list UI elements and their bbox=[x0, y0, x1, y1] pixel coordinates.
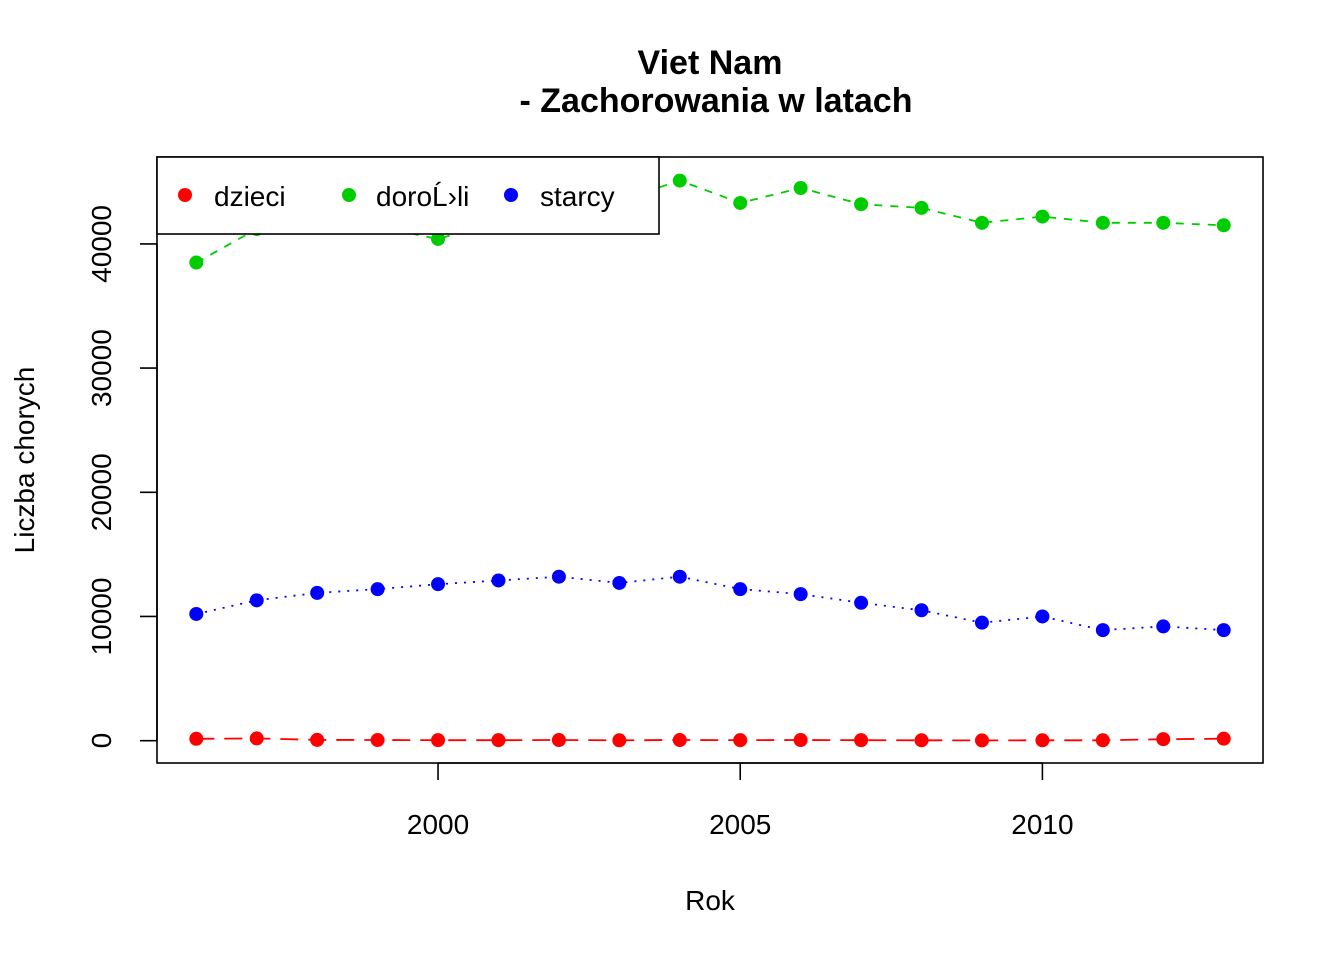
legend-item: starcy bbox=[504, 181, 615, 212]
legend-label: dzieci bbox=[214, 181, 286, 212]
data-point bbox=[672, 569, 687, 584]
data-point bbox=[1095, 215, 1110, 230]
data-point bbox=[310, 585, 325, 600]
y-tick-label: 40000 bbox=[86, 205, 117, 283]
data-point bbox=[1216, 623, 1231, 638]
plot-area-frame bbox=[156, 156, 1264, 764]
x-tick-label: 2005 bbox=[709, 809, 771, 840]
data-point bbox=[1095, 733, 1110, 748]
series-line bbox=[196, 575, 1224, 632]
data-point bbox=[1035, 609, 1050, 624]
legend-label: starcy bbox=[540, 181, 615, 212]
data-point bbox=[612, 733, 627, 748]
data-point bbox=[370, 582, 385, 597]
data-point bbox=[1216, 731, 1231, 746]
data-point bbox=[189, 606, 204, 621]
y-axis-label: Liczba chorych bbox=[9, 367, 40, 554]
series-1 bbox=[189, 731, 1231, 748]
data-point bbox=[974, 215, 989, 230]
y-tick-label: 0 bbox=[86, 733, 117, 749]
data-point bbox=[1156, 619, 1171, 634]
chart-subtitle: - Zachorowania w latach bbox=[520, 82, 913, 120]
data-point bbox=[431, 231, 446, 246]
data-point bbox=[1156, 732, 1171, 747]
data-point bbox=[249, 731, 264, 746]
data-point bbox=[431, 733, 446, 748]
data-point bbox=[189, 731, 204, 746]
data-point bbox=[974, 733, 989, 748]
legend-marker bbox=[504, 188, 518, 202]
data-point bbox=[491, 733, 506, 748]
y-tick-label: 30000 bbox=[86, 329, 117, 407]
data-point bbox=[310, 732, 325, 747]
data-point bbox=[1035, 733, 1050, 748]
data-point bbox=[189, 255, 204, 270]
y-tick-label: 20000 bbox=[86, 453, 117, 531]
legend-item: dzieci bbox=[178, 181, 286, 212]
legend-label: doroĹ›li bbox=[376, 181, 469, 212]
series-3 bbox=[189, 569, 1231, 638]
data-point bbox=[914, 200, 929, 215]
data-point bbox=[854, 733, 869, 748]
x-tick-label: 2010 bbox=[1011, 809, 1073, 840]
data-point bbox=[974, 615, 989, 630]
data-point bbox=[431, 577, 446, 592]
data-point bbox=[914, 733, 929, 748]
data-point bbox=[733, 195, 748, 210]
legend: dzieci doroĹ›li starcy bbox=[156, 156, 660, 235]
data-point bbox=[370, 733, 385, 748]
series-layer bbox=[189, 173, 1231, 748]
data-point bbox=[672, 733, 687, 748]
x-tick-label: 2000 bbox=[407, 809, 469, 840]
data-point bbox=[672, 173, 687, 188]
data-point bbox=[733, 733, 748, 748]
data-point bbox=[854, 197, 869, 212]
x-axis-label: Rok bbox=[685, 885, 736, 916]
x-axis: 2000 2005 2010 bbox=[407, 762, 1074, 840]
data-point bbox=[551, 733, 566, 748]
data-point bbox=[1216, 218, 1231, 233]
legend-marker bbox=[342, 188, 356, 202]
data-point bbox=[1095, 623, 1110, 638]
data-point bbox=[793, 733, 808, 748]
data-point bbox=[854, 595, 869, 610]
data-point bbox=[551, 569, 566, 584]
data-point bbox=[793, 181, 808, 196]
legend-box bbox=[156, 156, 660, 235]
data-point bbox=[612, 575, 627, 590]
data-point bbox=[1156, 215, 1171, 230]
data-point bbox=[733, 582, 748, 597]
data-point bbox=[793, 587, 808, 602]
y-tick-label: 10000 bbox=[86, 578, 117, 656]
data-point bbox=[491, 573, 506, 588]
data-point bbox=[249, 593, 264, 608]
series-line bbox=[196, 737, 1224, 742]
legend-item: doroĹ›li bbox=[342, 181, 469, 212]
data-point bbox=[914, 603, 929, 618]
y-axis: 0 10000 20000 30000 40000 bbox=[86, 205, 158, 749]
data-point bbox=[1035, 209, 1050, 224]
chart-title: Viet Nam bbox=[638, 44, 783, 82]
legend-marker bbox=[178, 188, 192, 202]
